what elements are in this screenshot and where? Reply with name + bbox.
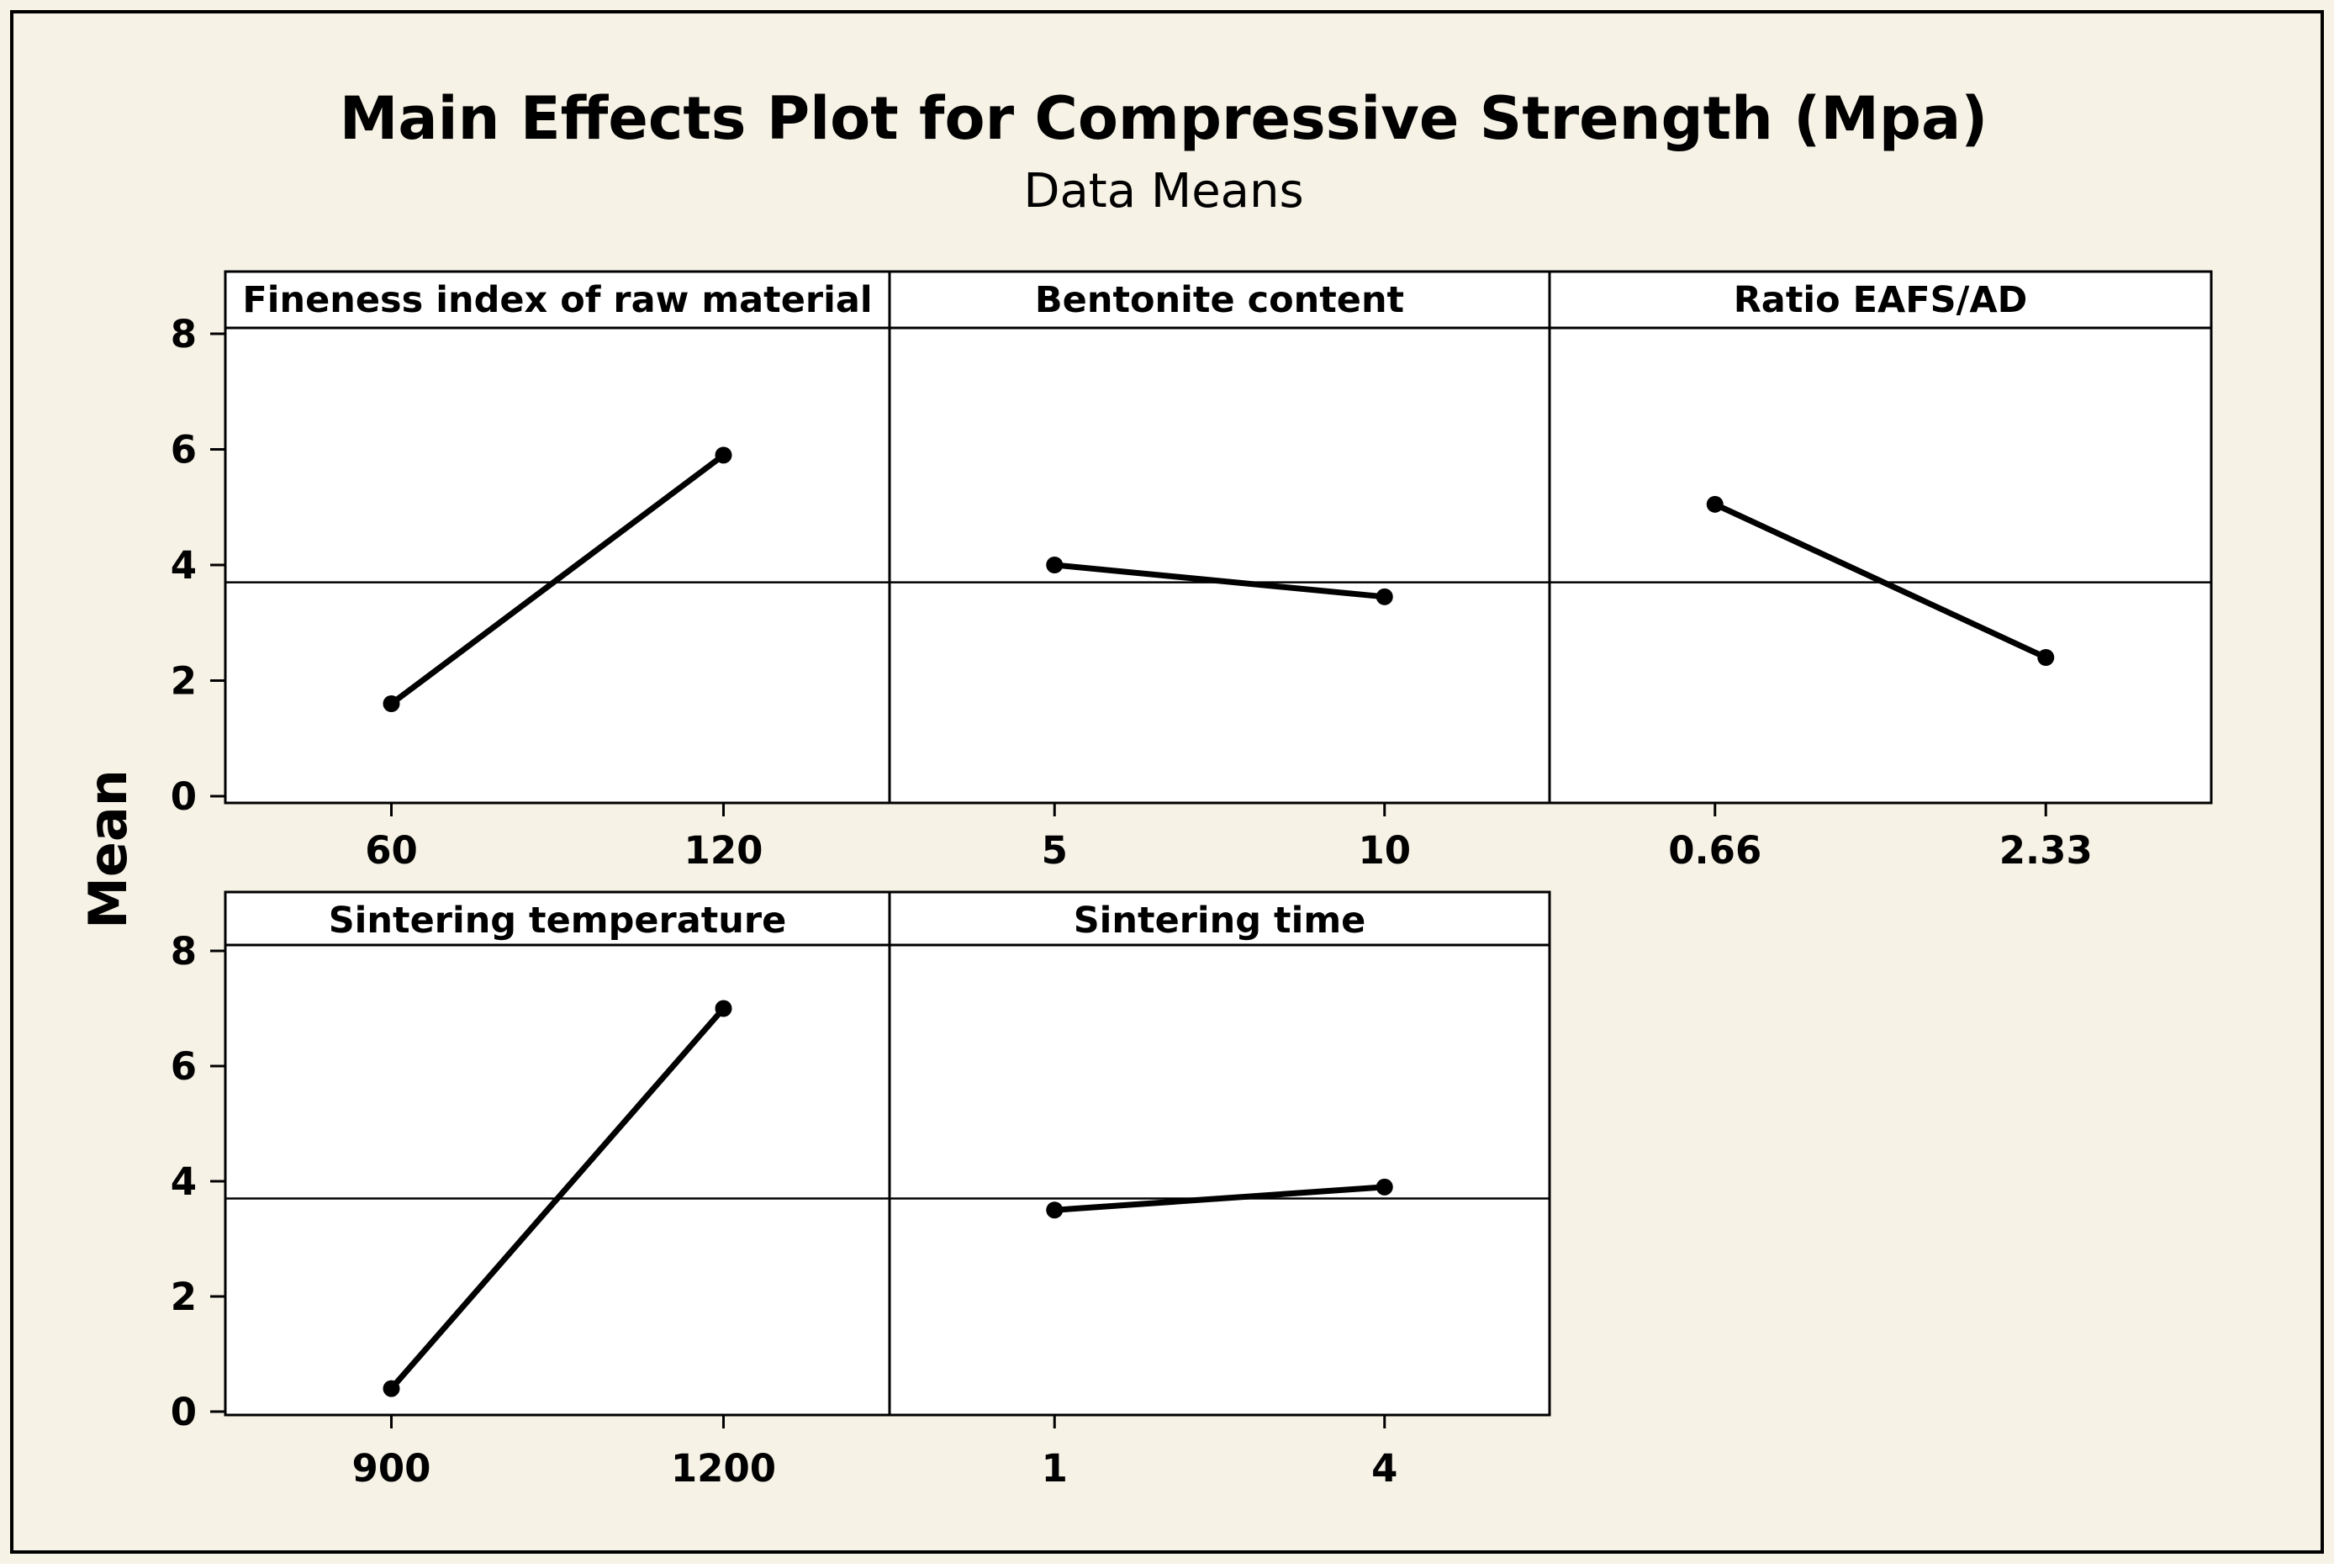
- panel-title: Sintering time: [1074, 900, 1366, 942]
- panels-group: 0 2 4 6 8 0 2 4 6 8 Fineness index of raw material…: [171, 270, 2213, 1491]
- panel-title: Ratio EAFS/AD: [1734, 279, 2028, 321]
- y-tick-label: 2: [171, 1275, 197, 1319]
- x-tick-label: 4: [1371, 1446, 1397, 1491]
- x-tick-label: 2.33: [1999, 828, 2093, 873]
- panel-box: [888, 270, 1551, 805]
- mean-point: [2037, 649, 2055, 666]
- panel-box: [224, 270, 891, 805]
- mean-point: [383, 695, 400, 712]
- mean-point: [1046, 557, 1064, 573]
- panel-box: [224, 890, 891, 1417]
- mean-point: [1376, 588, 1393, 605]
- panel-box: [888, 890, 1551, 1417]
- chart-title: Main Effects Plot for Compressive Streng…: [340, 84, 1988, 153]
- y-tick-label: 4: [171, 543, 197, 588]
- mean-point: [1376, 1178, 1393, 1196]
- effect-line: [1714, 501, 2047, 661]
- x-tick-label: 10: [1358, 828, 1411, 873]
- x-tick-label: 120: [684, 828, 763, 873]
- panel-title: Sintering temperature: [329, 900, 787, 942]
- x-tick-label: 900: [352, 1446, 431, 1491]
- panel-box: [1548, 270, 2213, 805]
- y-tick-label: 8: [171, 312, 197, 356]
- panel-title: Fineness index of raw material: [242, 279, 872, 321]
- y-axis-label: Mean: [77, 769, 139, 929]
- y-tick-label: 8: [171, 929, 197, 974]
- y-tick-label: 0: [171, 774, 197, 819]
- y-tick-label: 4: [171, 1159, 197, 1204]
- mean-point: [715, 1000, 732, 1017]
- mean-point: [1046, 1201, 1064, 1219]
- x-tick-label: 0.66: [1668, 828, 1761, 873]
- mean-point: [1706, 495, 1724, 513]
- y-tick-label: 2: [171, 659, 197, 704]
- y-tick-label: 6: [171, 428, 197, 473]
- x-tick-label: 5: [1042, 828, 1068, 873]
- effect-line: [388, 1006, 726, 1391]
- y-tick-label: 6: [171, 1044, 197, 1089]
- effect-line: [1054, 1184, 1385, 1213]
- x-tick-label: 1: [1042, 1446, 1068, 1491]
- x-tick-label: 1200: [671, 1446, 776, 1491]
- chart-frame: [10, 10, 2324, 1554]
- y-tick-label: 0: [171, 1390, 197, 1434]
- effect-line: [389, 452, 726, 706]
- panel-title: Bentonite content: [1035, 279, 1404, 321]
- mean-point: [715, 446, 732, 464]
- chart-subtitle: Data Means: [1023, 164, 1303, 219]
- mean-point: [383, 1380, 400, 1397]
- effect-line: [1053, 562, 1386, 600]
- x-tick-label: 60: [365, 828, 418, 873]
